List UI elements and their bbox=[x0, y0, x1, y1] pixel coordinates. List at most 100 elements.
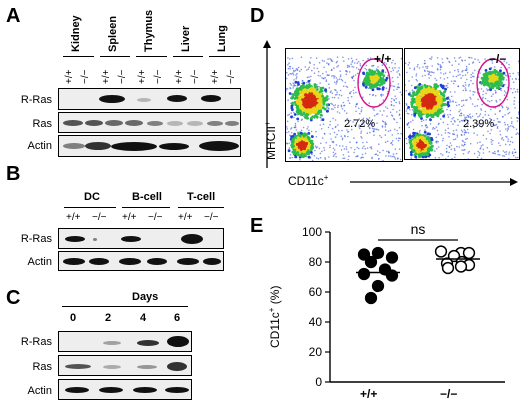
facs-event bbox=[328, 97, 330, 100]
facs-event bbox=[295, 77, 297, 80]
facs-event bbox=[294, 90, 297, 94]
facs-event bbox=[471, 103, 474, 105]
facs-event bbox=[456, 136, 459, 138]
facs-event bbox=[501, 137, 504, 139]
facs-event bbox=[290, 128, 292, 130]
facs-event bbox=[360, 110, 363, 113]
facs-event bbox=[470, 98, 472, 100]
panel-a-tissue-line bbox=[99, 56, 130, 57]
facs-event bbox=[310, 75, 312, 78]
facs-event bbox=[320, 117, 322, 119]
facs-event bbox=[449, 99, 451, 101]
facs-event bbox=[382, 99, 385, 101]
facs-event bbox=[315, 57, 318, 59]
facs-event bbox=[354, 86, 356, 89]
facs-event bbox=[296, 108, 299, 112]
facs-event bbox=[506, 123, 509, 126]
facs-event bbox=[419, 86, 423, 89]
facs-event bbox=[507, 140, 509, 142]
facs-event bbox=[515, 128, 518, 131]
facs-event bbox=[310, 151, 313, 154]
panel-a-tissue-thymus: Thymus bbox=[143, 9, 156, 52]
facs-event bbox=[391, 76, 394, 79]
facs-event bbox=[481, 98, 484, 100]
facs-event bbox=[302, 81, 306, 85]
facs-event bbox=[431, 65, 433, 67]
facs-event bbox=[413, 68, 416, 71]
facs-event bbox=[405, 62, 407, 65]
facs-event bbox=[446, 96, 449, 100]
facs-event bbox=[436, 68, 439, 70]
facs-event bbox=[301, 140, 305, 144]
facs-event bbox=[423, 59, 426, 62]
facs-event bbox=[411, 113, 413, 116]
facs-event bbox=[456, 145, 458, 148]
facs-event bbox=[480, 76, 484, 80]
facs-event bbox=[319, 86, 323, 90]
facs-event bbox=[355, 155, 357, 158]
facs-event bbox=[307, 126, 309, 128]
facs-event bbox=[464, 69, 467, 71]
facs-event bbox=[338, 129, 340, 132]
panel-c-blot-ras bbox=[58, 355, 192, 376]
panel-a-blot-actin bbox=[58, 135, 241, 157]
facs-event bbox=[505, 91, 507, 94]
facs-event bbox=[517, 91, 519, 93]
facs-event bbox=[387, 150, 390, 153]
facs-event bbox=[478, 152, 481, 154]
facs-event bbox=[416, 139, 419, 143]
facs-event bbox=[333, 96, 336, 99]
facs-event bbox=[502, 150, 505, 152]
facs-event bbox=[353, 62, 356, 64]
facs-event bbox=[347, 130, 350, 133]
facs-event bbox=[347, 158, 349, 161]
facs-event bbox=[480, 145, 483, 147]
facs-event bbox=[339, 89, 342, 92]
facs-event bbox=[511, 151, 514, 153]
facs-event bbox=[339, 145, 341, 147]
facs-event bbox=[446, 123, 449, 126]
facs-event bbox=[462, 104, 465, 106]
facs-event bbox=[484, 119, 487, 121]
facs-event bbox=[412, 93, 416, 97]
facs-event bbox=[308, 61, 311, 63]
facs-event bbox=[333, 77, 335, 79]
facs-event bbox=[415, 75, 417, 77]
facs-event bbox=[291, 135, 295, 138]
panel-e-letter: E bbox=[250, 215, 264, 237]
panel-a-genotype-label: +/+ bbox=[64, 69, 75, 84]
facs-event bbox=[339, 75, 342, 78]
facs-event bbox=[501, 116, 504, 118]
facs-event bbox=[439, 101, 443, 104]
facs-event bbox=[499, 99, 501, 101]
facs-event bbox=[495, 75, 499, 79]
facs-event bbox=[482, 90, 485, 93]
facs-event bbox=[290, 127, 293, 129]
facs-event bbox=[296, 117, 300, 121]
facs-event bbox=[325, 79, 328, 81]
facs-event bbox=[507, 127, 509, 129]
facs-event bbox=[439, 68, 442, 71]
facs-event bbox=[512, 81, 515, 84]
facs-event bbox=[330, 69, 333, 71]
panel-a-tissue-liver: Liver bbox=[179, 25, 192, 52]
facs-event bbox=[295, 68, 298, 70]
facs-event bbox=[348, 155, 350, 157]
facs-event bbox=[382, 94, 384, 96]
facs-event bbox=[426, 65, 429, 68]
facs-event bbox=[414, 116, 416, 118]
facs-event bbox=[331, 96, 334, 99]
facs-event bbox=[413, 110, 416, 113]
facs-event bbox=[373, 134, 375, 136]
facs-event bbox=[457, 118, 459, 121]
facs-event bbox=[335, 144, 338, 146]
facs-event bbox=[436, 84, 440, 88]
facs-event bbox=[333, 131, 336, 134]
data-point bbox=[357, 267, 371, 281]
facs-event bbox=[479, 148, 481, 150]
facs-event bbox=[323, 146, 325, 149]
facs-event bbox=[399, 158, 402, 161]
facs-event bbox=[373, 130, 375, 133]
facs-event bbox=[503, 60, 506, 62]
facs-event bbox=[286, 77, 288, 80]
